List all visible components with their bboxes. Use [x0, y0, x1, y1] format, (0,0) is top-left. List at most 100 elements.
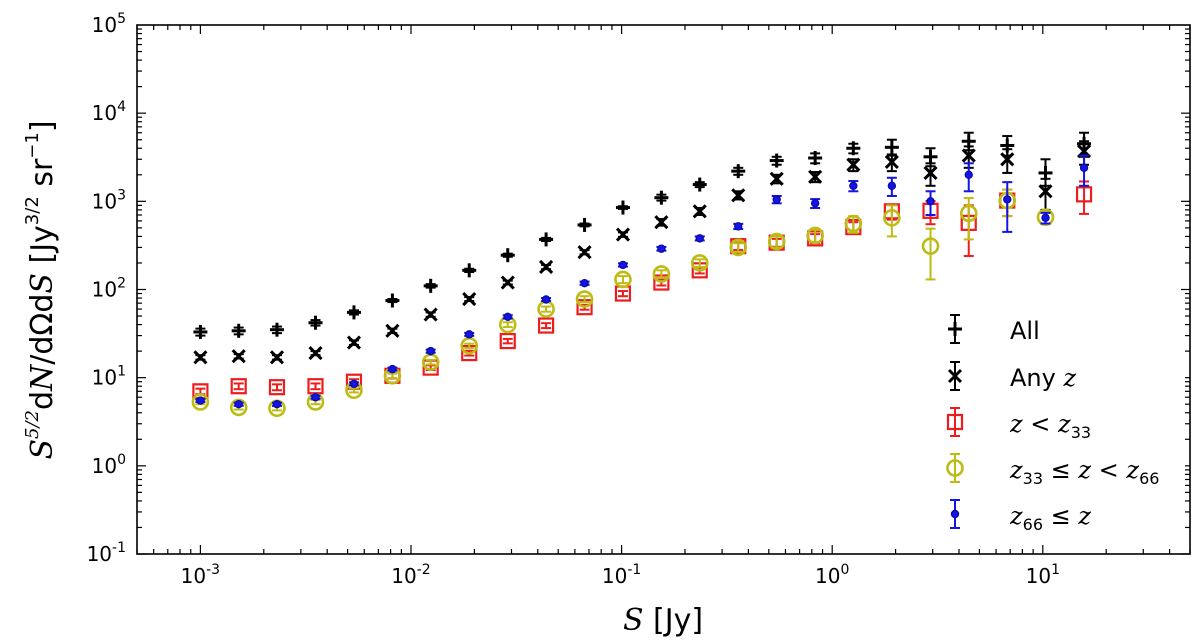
data-point: [657, 244, 666, 253]
data-point: [272, 400, 282, 409]
data-point: [883, 209, 901, 227]
data-point: [695, 234, 704, 243]
legend-marker-any-z: [947, 361, 963, 391]
data-point: [503, 312, 512, 322]
x-axis-label: S [Jy]: [623, 603, 703, 638]
data-point: [231, 323, 246, 338]
data-point: [1000, 152, 1015, 167]
data-point: [923, 165, 938, 180]
data-point: [308, 315, 323, 330]
legend-label-all: All: [1010, 317, 1040, 345]
data-point: [193, 324, 208, 339]
data-point: [193, 350, 208, 365]
data-point: [654, 190, 669, 205]
series-z66-z: [195, 154, 1090, 409]
data-point: [961, 148, 976, 163]
data-point: [810, 199, 820, 208]
y-axis-label: S5/2dN/dΩdS [Jy3/2 sr−1]: [22, 120, 60, 459]
data-point: [729, 238, 748, 257]
data-point: [229, 398, 248, 417]
legend-symbol: [946, 413, 964, 431]
data-point: [385, 323, 400, 338]
data-point: [580, 278, 589, 288]
data-point: [388, 364, 397, 374]
error-bar: [502, 321, 513, 329]
legend-symbol: [947, 368, 963, 384]
data-point: [734, 222, 743, 231]
data-point: [500, 248, 515, 263]
data-point: [808, 151, 823, 166]
data-point: [268, 379, 286, 396]
data-point: [1038, 165, 1053, 180]
data-point: [346, 305, 361, 320]
error-bar: [310, 382, 321, 391]
data-point: [846, 141, 861, 156]
data-point: [385, 293, 400, 308]
x-tick-label: 10-2: [391, 562, 430, 588]
data-point: [654, 215, 669, 230]
data-point: [806, 226, 824, 245]
data-point: [539, 259, 554, 275]
data-point: [1041, 213, 1050, 223]
data-point: [349, 379, 359, 389]
data-point: [884, 140, 899, 155]
error-bar: [425, 358, 436, 366]
x-tick-label: 100: [815, 562, 849, 588]
data-point: [462, 291, 477, 307]
data-point: [230, 378, 247, 395]
error-bar: [541, 305, 552, 313]
data-point: [499, 332, 516, 350]
error-bar: [617, 290, 628, 298]
data-point: [772, 195, 781, 204]
data-point: [577, 217, 592, 232]
error-bar: [694, 258, 705, 268]
data-point: [769, 153, 784, 168]
data-point: [541, 295, 551, 304]
data-point: [346, 335, 362, 350]
legend-marker-z66-z: [950, 499, 960, 529]
y-tick-label: 101: [92, 364, 126, 390]
data-point: [537, 317, 555, 334]
data-point: [964, 170, 973, 179]
error-bar: [348, 387, 359, 394]
data-point: [618, 260, 628, 270]
data-point: [731, 188, 746, 203]
error-bar: [656, 269, 667, 280]
legend-label-z-lt-z33: z < z33: [1009, 410, 1091, 442]
error-bar: [541, 322, 552, 330]
legend-symbol: [950, 509, 960, 519]
data-point: [692, 177, 707, 192]
data-point: [731, 164, 746, 179]
x-tick-label: 10-1: [602, 562, 641, 588]
series-z33-z-z66: [191, 188, 1055, 418]
y-tick-label: 100: [92, 452, 126, 478]
y-tick-label: 10-1: [87, 540, 126, 566]
data-point: [426, 346, 435, 356]
data-point: [926, 197, 935, 206]
error-bar: [387, 372, 398, 380]
plot-area: [191, 131, 1093, 418]
legend-marker-z-z33: [946, 407, 964, 437]
data-point: [311, 393, 320, 402]
data-point: [1036, 208, 1055, 227]
data-point: [846, 157, 861, 172]
data-point: [923, 149, 938, 164]
error-bar: [579, 295, 590, 304]
error-bar: [617, 275, 628, 285]
error-bar: [464, 342, 475, 350]
legend-label-any-z: Any z: [1010, 364, 1076, 392]
x-tick-label: 101: [1026, 562, 1060, 588]
data-point: [690, 254, 709, 272]
error-bar: [271, 383, 282, 392]
legend-marker-z33-z-z66: [946, 453, 964, 483]
data-point: [652, 265, 671, 283]
data-point: [231, 349, 246, 364]
legend-label-z33-le-z-lt-z66: z33 ≤ z < z66: [1009, 456, 1159, 488]
data-point: [465, 330, 474, 339]
y-tick-label: 102: [92, 276, 126, 302]
data-point: [844, 214, 863, 233]
data-point: [423, 278, 438, 293]
error-bar: [233, 382, 244, 391]
y-tick-label: 105: [92, 11, 126, 37]
